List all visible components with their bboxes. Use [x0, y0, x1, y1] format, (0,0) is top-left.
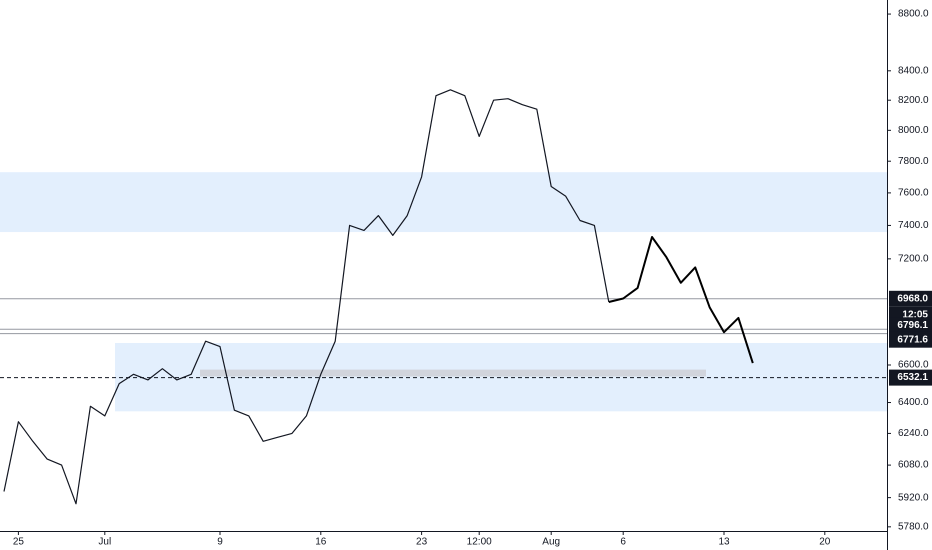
zone — [200, 369, 706, 377]
zone — [0, 172, 887, 233]
price-label: 6796.1 — [897, 320, 928, 331]
x-tick-label: 9 — [217, 537, 223, 548]
price-line — [3, 89, 610, 505]
y-tick-label: 6080.0 — [898, 460, 929, 471]
y-tick-label: 8800.0 — [898, 9, 929, 20]
x-tick-label: 12:00 — [467, 537, 492, 548]
x-tick-label: Aug — [542, 537, 560, 548]
countdown: 12:05 — [902, 309, 928, 320]
y-tick-label: 6600.0 — [898, 360, 929, 371]
x-tick-label: Jul — [98, 537, 111, 548]
price-label: 6771.6 — [897, 334, 928, 345]
y-tick-label: 7400.0 — [898, 220, 929, 231]
price-label-bg — [889, 369, 932, 386]
y-tick-label: 7200.0 — [898, 253, 929, 264]
x-tick-label: 25 — [13, 537, 25, 548]
x-tick-label: 16 — [315, 537, 327, 548]
x-tick-label: 23 — [416, 537, 428, 548]
price-label: 6968.0 — [897, 293, 928, 304]
y-tick-label: 8400.0 — [898, 65, 929, 76]
y-tick-label: 5780.0 — [898, 521, 929, 532]
x-tick-label: 20 — [819, 537, 831, 548]
price-label-bg — [889, 331, 932, 348]
price-axis-bg — [887, 0, 932, 550]
x-tick-label: 6 — [620, 537, 626, 548]
y-tick-label: 8200.0 — [898, 95, 929, 106]
price-line — [608, 236, 754, 364]
y-tick-label: 6400.0 — [898, 397, 929, 408]
price-label-bg — [889, 317, 932, 334]
y-tick-label: 7800.0 — [898, 156, 929, 167]
y-tick-label: 7600.0 — [898, 188, 929, 199]
y-tick-label: 8000.0 — [898, 125, 929, 136]
y-tick-label: 6240.0 — [898, 428, 929, 439]
price-label-bg — [889, 290, 932, 307]
x-tick-label: 13 — [718, 537, 730, 548]
price-label: 6532.1 — [897, 372, 928, 383]
y-tick-label: 5920.0 — [898, 492, 929, 503]
